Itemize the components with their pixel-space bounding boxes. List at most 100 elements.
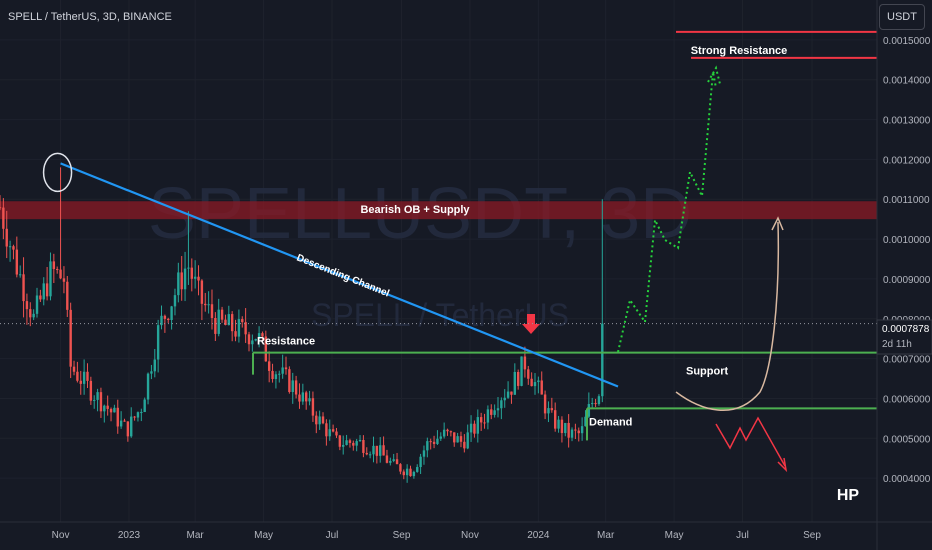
price-axis[interactable]: 0.0015000 0.0014000 0.0013000 0.0012000 0.00… [876,0,932,550]
candle-body [584,416,587,427]
candle-body [503,397,506,401]
candle-body [577,430,580,434]
zones [0,201,877,220]
candle-body [560,419,564,434]
symbol-title[interactable]: SPELL / TetherUS, 3D, BINANCE [8,11,172,23]
price-tick-label: 0.0006000 [883,394,931,405]
price-tick-label: 0.0005000 [883,434,931,445]
candle-body [136,412,140,418]
candle-body [372,445,375,455]
candle-body [516,371,520,386]
candle-body [35,295,39,314]
projected-path-bearish-arrowhead [777,457,788,473]
support-bounce-arrowhead [771,216,784,231]
candle-body [453,432,456,443]
candle-body [79,380,82,384]
price-tick-label: 0.0004000 [883,474,931,485]
candle-body [113,407,116,413]
candle-body [143,399,146,413]
support-label: Support [686,366,728,378]
candle-body [392,459,395,461]
candle-body [274,374,278,380]
candle-body [331,429,335,432]
candle-body [294,380,298,395]
candle-body [479,417,483,423]
candle-body [18,274,22,276]
candle-body [133,416,136,418]
candle-body [8,246,12,248]
time-axis[interactable]: Nov 2023 Mar May Jul Sep Nov 2024 Mar May Jul Sep [0,521,932,541]
candle-body [32,313,35,318]
candle-body [402,471,405,476]
candle-body [342,444,345,447]
candle-body [173,295,177,307]
candle-body [564,422,567,434]
candle-body [557,419,560,429]
candle-body [160,315,163,326]
candle-body [5,228,8,247]
candle-body [140,412,143,414]
candle-body [365,452,368,455]
time-tick-label: Nov [52,530,70,541]
candle-body [574,429,577,431]
candle-body [82,371,86,384]
currency-button[interactable]: USDT [879,4,925,30]
candle-body [210,304,214,318]
candle-body [241,319,244,323]
candle-body [12,246,15,250]
strong-resistance-label: Strong Resistance [691,45,788,57]
candle-body [59,269,62,279]
candle-body [375,445,379,456]
last-price-value: 0.0007878 [882,324,930,335]
candle-body [436,438,439,444]
price-axis-background [877,0,932,550]
candle-body [42,283,45,300]
support-bounce-curve [675,221,780,412]
candle-body [446,429,449,432]
candle-body [493,410,496,415]
candle-body [506,391,510,398]
candle-body [338,435,342,447]
candle-body [486,409,490,423]
candle-body [247,334,251,345]
candle-body [230,314,234,332]
price-tick-label: 0.0012000 [883,155,931,166]
candle-body [496,408,500,411]
candle-body [591,403,594,405]
projected-path-bearish [715,416,786,467]
candle-body [412,471,416,477]
candle-body [288,369,291,393]
candle-body [513,371,517,395]
projected-path-bullish [617,71,717,353]
candle-body [96,392,99,400]
time-tick-label: Mar [597,530,615,541]
candle-body [385,455,389,463]
candle-body [52,261,56,270]
candle-body [594,403,597,405]
candle-body [469,423,473,433]
candle-body [103,405,106,412]
candle-body [224,319,227,326]
candle-body [567,422,570,438]
down-arrow-marker [522,314,540,334]
candle-body [547,408,550,414]
candle-body [510,391,513,395]
candle-body [395,459,399,465]
candle-body [476,417,480,434]
candle-body [422,450,426,457]
candle-body [550,408,554,411]
candle-body [244,322,247,335]
candle-body [29,309,32,318]
candle-body [459,436,463,442]
candle-body [183,268,187,290]
candle-body [405,468,409,476]
candle-body [180,272,183,290]
candle-body [483,422,486,424]
candle-body [449,431,453,433]
candle-body [126,421,130,437]
candle-body [123,420,126,422]
time-tick-label: Jul [326,530,339,541]
candle-body [523,356,527,370]
price-tick-label: 0.0014000 [883,76,931,87]
